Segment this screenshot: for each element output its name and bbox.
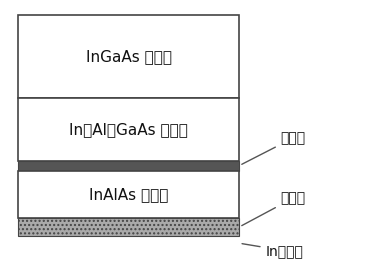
Text: 成核层: 成核层	[242, 191, 306, 226]
Bar	[18, 161, 239, 171]
Text: In（Al）GaAs 缓冲层: In（Al）GaAs 缓冲层	[69, 122, 188, 137]
Bar	[18, 15, 239, 98]
Text: 超晶格: 超晶格	[242, 131, 306, 164]
Text: InGaAs 缓冲层: InGaAs 缓冲层	[86, 49, 171, 64]
Bar	[18, 171, 239, 218]
Bar	[18, 98, 239, 161]
Text: InAlAs 缓冲层: InAlAs 缓冲层	[89, 187, 168, 202]
Text: In预通层: In预通层	[242, 244, 303, 258]
Bar	[18, 218, 239, 236]
